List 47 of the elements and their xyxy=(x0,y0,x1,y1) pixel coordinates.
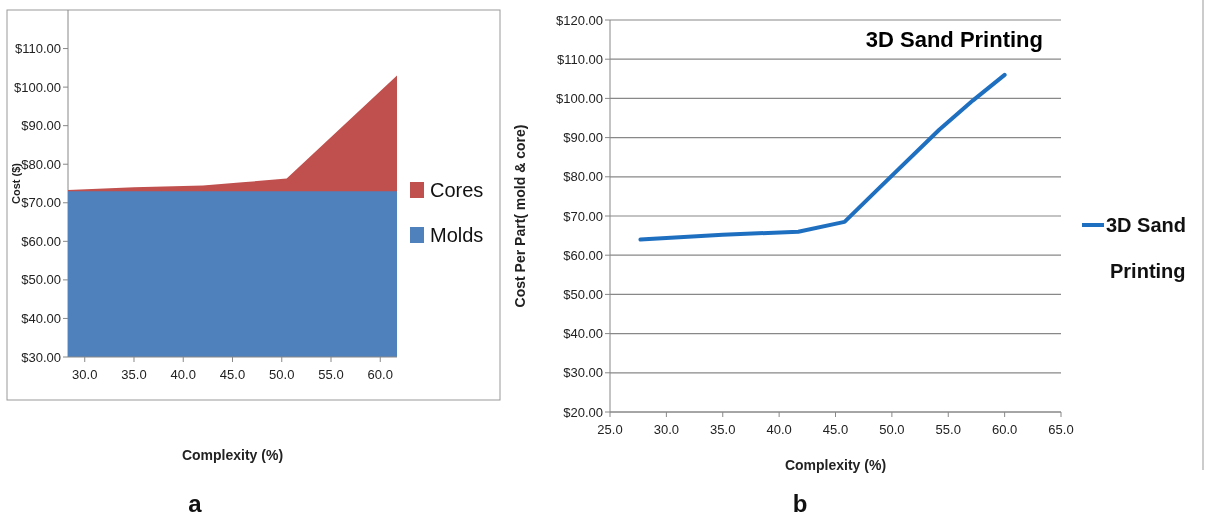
x-tick-label: 50.0 xyxy=(269,367,295,382)
y-tick-label: $110.00 xyxy=(14,41,61,57)
x-tick-label: 65.0 xyxy=(1048,422,1074,437)
y-tick-label: $70.00 xyxy=(21,195,61,211)
x-tick-label: 45.0 xyxy=(822,422,849,437)
y-tick-label: $30.00 xyxy=(21,349,61,365)
y-tick-label: $80.00 xyxy=(563,169,603,185)
y-tick-label: $40.00 xyxy=(563,326,603,342)
y-axis-title: Cost ($) xyxy=(10,162,22,204)
y-tick-label: $60.00 xyxy=(21,233,61,249)
x-tick-label: 60.0 xyxy=(367,367,393,382)
x-tick-label: 40.0 xyxy=(766,422,792,437)
y-tick-label: $40.00 xyxy=(21,310,61,326)
y-axis-title: Cost Per Part( mold & core) xyxy=(512,124,528,308)
x-tick-label: 30.0 xyxy=(72,367,98,382)
y-tick-label: $100.00 xyxy=(556,90,603,106)
x-axis-title: Complexity (%) xyxy=(181,447,284,463)
y-tick-label: $50.00 xyxy=(21,272,61,288)
x-tick-label: 35.0 xyxy=(121,367,147,382)
y-tick-label: $120.00 xyxy=(556,12,603,28)
line-series xyxy=(638,72,1007,242)
x-tick-label: 35.0 xyxy=(710,422,736,437)
legend-label: Cores xyxy=(430,179,484,201)
x-tick-label: 55.0 xyxy=(318,367,344,382)
y-tick-label: $60.00 xyxy=(563,247,603,263)
x-tick-label: 45.0 xyxy=(219,367,246,382)
y-tick-label: $20.00 xyxy=(563,404,603,420)
y-tick-label: $90.00 xyxy=(21,118,61,134)
y-tick-label: $100.00 xyxy=(14,79,61,95)
x-tick-label: 25.0 xyxy=(597,422,623,437)
text: a xyxy=(188,490,203,517)
x-axis-title: Complexity (%) xyxy=(784,457,887,473)
y-tick-label: $80.00 xyxy=(21,156,61,172)
x-tick-label: 40.0 xyxy=(170,367,196,382)
y-tick-label: $70.00 xyxy=(563,208,603,224)
text: 3D Sand Printing xyxy=(1106,214,1187,282)
x-tick-label: 60.0 xyxy=(991,422,1018,437)
legend-label: Molds xyxy=(430,224,484,246)
x-tick-label: 30.0 xyxy=(653,422,680,437)
text: b xyxy=(792,490,808,517)
y-tick-label: $50.00 xyxy=(563,286,603,302)
x-tick-label: 50.0 xyxy=(879,422,905,437)
y-tick-label: $110.00 xyxy=(556,51,603,67)
y-tick-label: $90.00 xyxy=(563,130,603,146)
y-tick-label: $30.00 xyxy=(563,365,603,381)
text: 3D Sand Printing xyxy=(865,27,1043,52)
x-tick-label: 55.0 xyxy=(935,422,961,437)
